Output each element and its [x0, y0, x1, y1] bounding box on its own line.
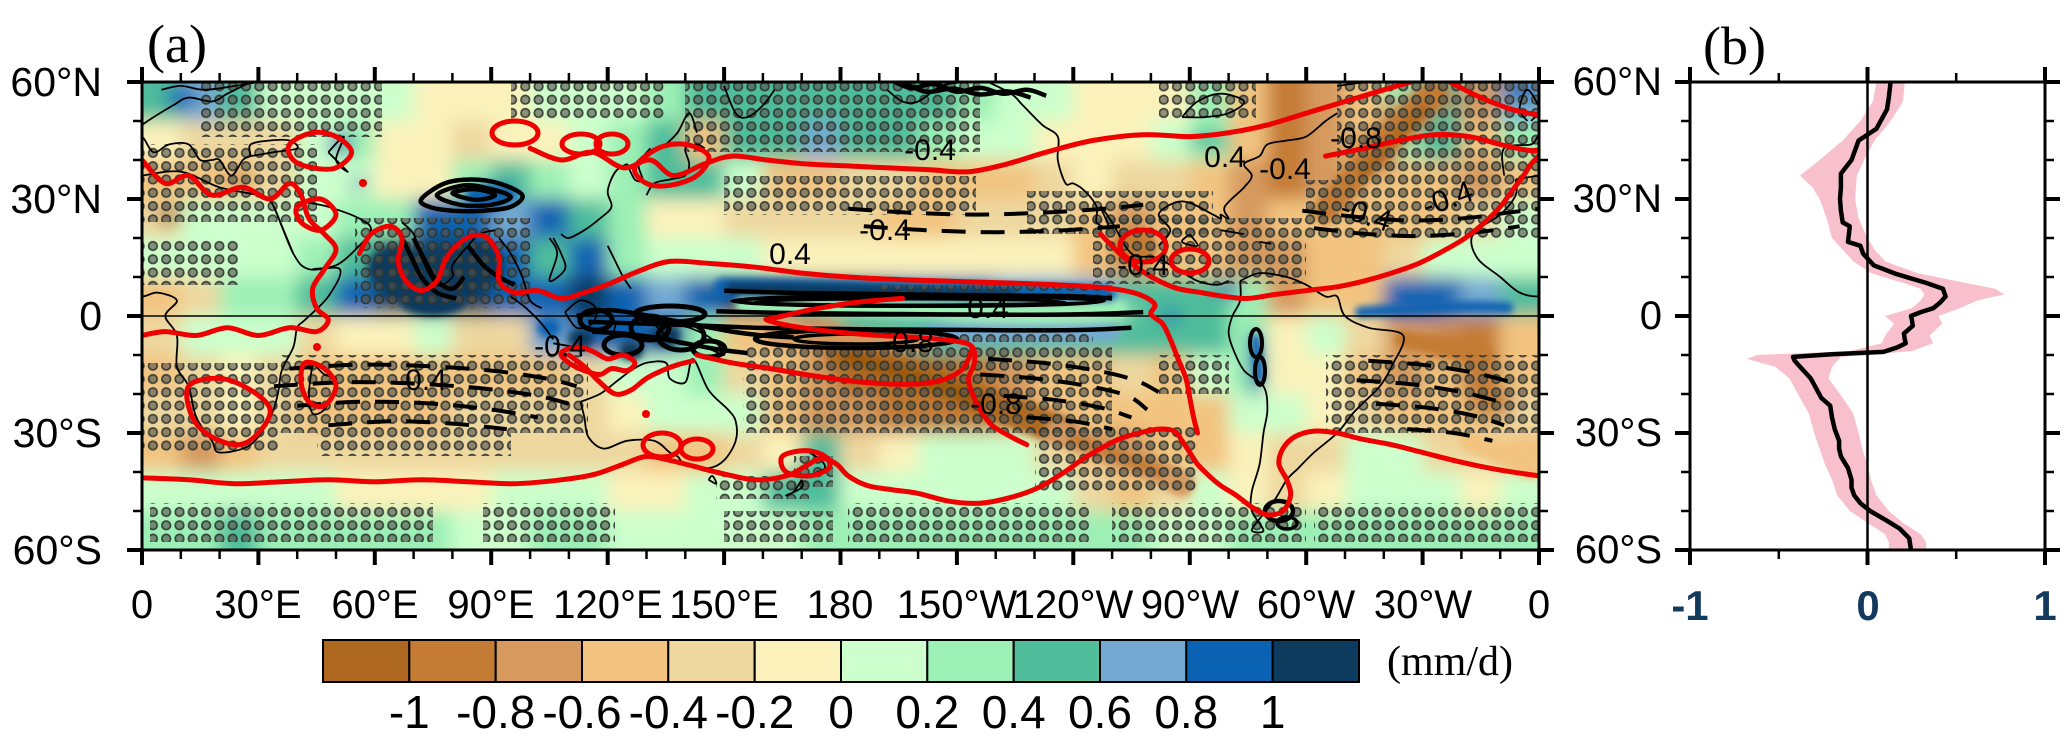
svg-text:-0.4: -0.4 [859, 214, 911, 247]
svg-text:(a): (a) [147, 14, 207, 74]
svg-text:(b): (b) [1703, 16, 1766, 76]
svg-text:30°S: 30°S [13, 410, 102, 456]
svg-text:0.4: 0.4 [769, 238, 811, 271]
svg-text:0.4: 0.4 [967, 292, 1009, 325]
svg-text:30°S: 30°S [1575, 411, 1662, 455]
svg-text:-0.4: -0.4 [904, 134, 956, 167]
svg-text:-0.6: -0.6 [542, 686, 621, 738]
svg-text:-0.4: -0.4 [1117, 249, 1169, 282]
svg-text:0: 0 [1640, 294, 1662, 338]
svg-text:-1: -1 [1671, 582, 1708, 629]
svg-text:-0.4: -0.4 [629, 686, 708, 738]
svg-text:150°E: 150°E [669, 583, 778, 627]
svg-text:120°E: 120°E [553, 583, 662, 627]
svg-text:180: 180 [807, 583, 874, 627]
svg-text:-1: -1 [389, 686, 430, 738]
svg-text:0: 0 [828, 686, 854, 738]
svg-text:0.6: 0.6 [1068, 686, 1132, 738]
svg-text:-0.8: -0.8 [456, 686, 535, 738]
svg-text:0.4: 0.4 [982, 686, 1046, 738]
svg-text:60°N: 60°N [10, 59, 102, 105]
svg-text:30°E: 30°E [214, 583, 301, 627]
svg-text:-0.2: -0.2 [715, 686, 794, 738]
svg-text:90°W: 90°W [1141, 583, 1239, 627]
svg-text:0: 0 [131, 583, 153, 627]
svg-text:-0.4: -0.4 [1259, 153, 1311, 186]
svg-text:0: 0 [79, 293, 102, 339]
svg-text:90°E: 90°E [447, 583, 534, 627]
svg-text:60°W: 60°W [1257, 583, 1355, 627]
svg-text:60°S: 60°S [1575, 528, 1662, 572]
svg-text:120°W: 120°W [1013, 583, 1134, 627]
svg-text:1: 1 [1260, 686, 1286, 738]
svg-text:-0.8: -0.8 [1330, 122, 1382, 155]
svg-text:60°N: 60°N [1573, 60, 1662, 104]
svg-text:0.8: 0.8 [1154, 686, 1218, 738]
svg-text:60°E: 60°E [331, 583, 418, 627]
svg-text:-0.4: -0.4 [395, 364, 447, 397]
svg-text:0.4: 0.4 [1204, 141, 1246, 174]
svg-text:1: 1 [2033, 582, 2056, 629]
svg-text:30°W: 30°W [1374, 583, 1472, 627]
svg-text:-0.8: -0.8 [882, 326, 934, 359]
svg-text:0: 0 [1856, 582, 1879, 629]
svg-text:0: 0 [1528, 583, 1550, 627]
svg-text:30°N: 30°N [10, 176, 102, 222]
svg-text:30°N: 30°N [1573, 177, 1662, 221]
svg-text:(mm/d): (mm/d) [1387, 639, 1513, 685]
svg-text:0.2: 0.2 [895, 686, 959, 738]
svg-text:150°W: 150°W [897, 583, 1018, 627]
svg-text:60°S: 60°S [13, 527, 102, 573]
svg-text:-0.4: -0.4 [534, 330, 586, 363]
svg-text:-0.8: -0.8 [970, 388, 1022, 421]
